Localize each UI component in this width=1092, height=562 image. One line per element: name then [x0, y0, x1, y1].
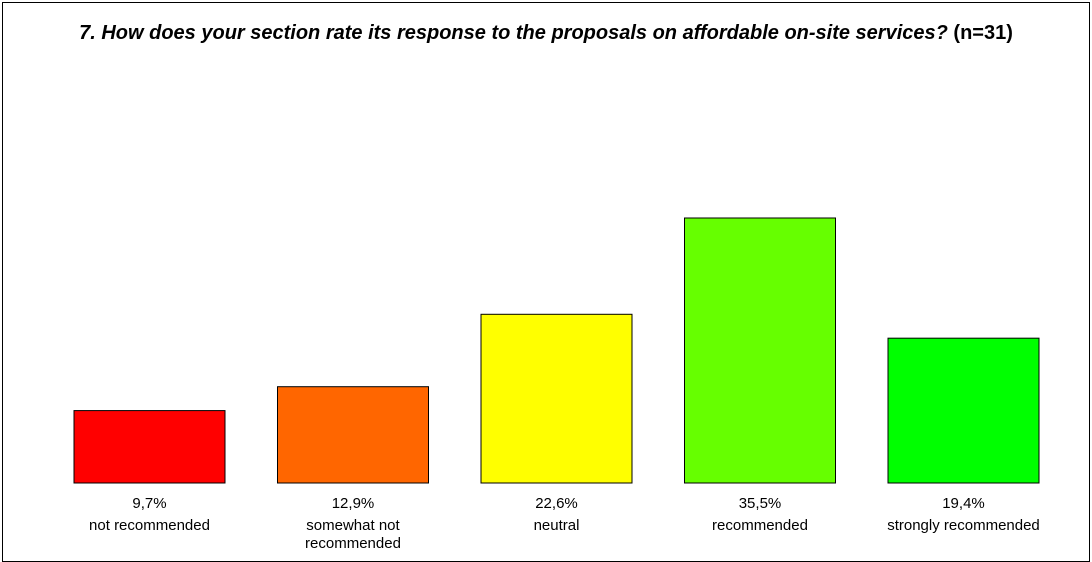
bar-4 [684, 217, 836, 484]
category-label-3: neutral [534, 517, 580, 534]
chart-title-question: 7. How does your section rate its respon… [79, 22, 948, 44]
category-label-2-line-2: recommended [305, 535, 401, 550]
value-label-1: 9,7% [132, 495, 166, 512]
value-label-5: 19,4% [942, 495, 985, 512]
bar-2 [277, 386, 429, 484]
value-label-4: 35,5% [739, 495, 782, 512]
bar-3 [480, 313, 633, 484]
category-label-4: recommended [712, 517, 808, 534]
bar-1 [73, 410, 226, 484]
chart-title-sample-size: (n=31) [953, 22, 1013, 44]
value-label-2: 12,9% [332, 495, 375, 512]
category-label-1: not recommended [89, 517, 210, 534]
category-label-5: strongly recommended [887, 517, 1040, 534]
chart-title: 7. How does your section rate its respon… [20, 20, 1072, 46]
category-label-2-line-1: somewhat not [306, 517, 400, 534]
bar-5 [887, 337, 1040, 484]
value-label-3: 22,6% [535, 495, 578, 512]
